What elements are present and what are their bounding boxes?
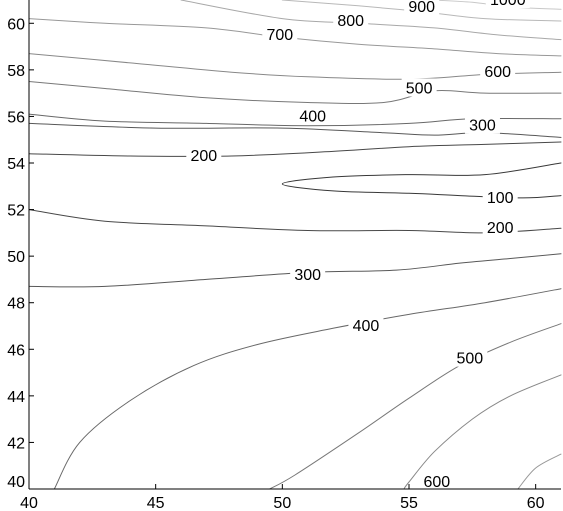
contour-line-800 [180,0,562,41]
contour-label-bg [464,115,500,134]
contour-label-bg [295,106,331,125]
y-tick-label: 48 [7,296,25,313]
contour-label-200: 200 [487,220,514,237]
y-tick-label: 60 [7,16,25,33]
contour-label-bg [482,187,518,206]
y-tick-label: 42 [7,435,25,452]
contour-label-500: 500 [406,80,433,97]
contour-line-200 [29,209,562,234]
x-tick-label: 45 [147,495,165,511]
y-tick-label: 56 [7,109,25,126]
contour-label-100: 100 [487,190,514,207]
x-tick-label: 40 [20,495,38,511]
y-axis-ticks: 40 42 44 46 48 50 52 54 56 58 60 [7,16,34,491]
contour-label-bg [480,62,516,81]
contour-label-bg [401,78,437,97]
contour-label-400: 400 [299,108,326,125]
contour-label-bg [262,24,298,43]
contour-label-bg [333,10,369,29]
x-tick-label: 50 [273,495,291,511]
contour-label-bg [348,316,384,334]
contour-label-700: 700 [266,27,293,44]
contour-label-500: 500 [456,351,483,368]
contour-label-800: 800 [337,13,364,30]
x-tick-label: 60 [527,495,545,511]
x-tick-label: 55 [400,495,418,511]
contour-line-700 [29,18,562,57]
contour-line-200 [29,141,562,157]
y-tick-label: 46 [7,342,25,359]
contour-line-500 [269,323,562,489]
contour-lines [29,0,562,489]
contour-label-bg [485,0,530,8]
contour-label-bg [404,0,440,15]
contour-label-200: 200 [190,148,217,165]
x-axis-ticks: 40 45 50 55 60 [20,484,545,511]
contour-label-600: 600 [484,64,511,81]
contour-labels: 1000 900 800 700 600 500 400 300 200 100 200 300 400… [186,0,530,491]
contour-label-bg [419,472,455,491]
contour-label-bg [482,218,518,237]
contour-label-bg [452,348,488,367]
contour-label-300: 300 [469,118,496,135]
contour-label-300: 300 [294,267,321,284]
y-tick-label: 40 [7,474,25,491]
contour-label-400: 400 [353,318,380,335]
contour-label-600: 600 [424,474,451,491]
contour-label-bg [186,146,222,165]
y-tick-label: 52 [7,203,25,220]
y-tick-label: 50 [7,249,25,266]
contour-line-100 [281,162,562,199]
contour-line-600 [403,374,562,489]
contour-label-bg [290,264,326,283]
contour-line-400 [53,288,562,489]
axes [28,0,561,490]
y-tick-label: 58 [7,63,25,80]
y-tick-label: 44 [7,389,25,406]
contour-line-700 [517,453,562,489]
contour-label-1000: 1000 [490,0,526,9]
contour-line-500 [29,81,562,105]
contour-label-900: 900 [408,0,435,16]
y-tick-label: 54 [7,156,25,173]
